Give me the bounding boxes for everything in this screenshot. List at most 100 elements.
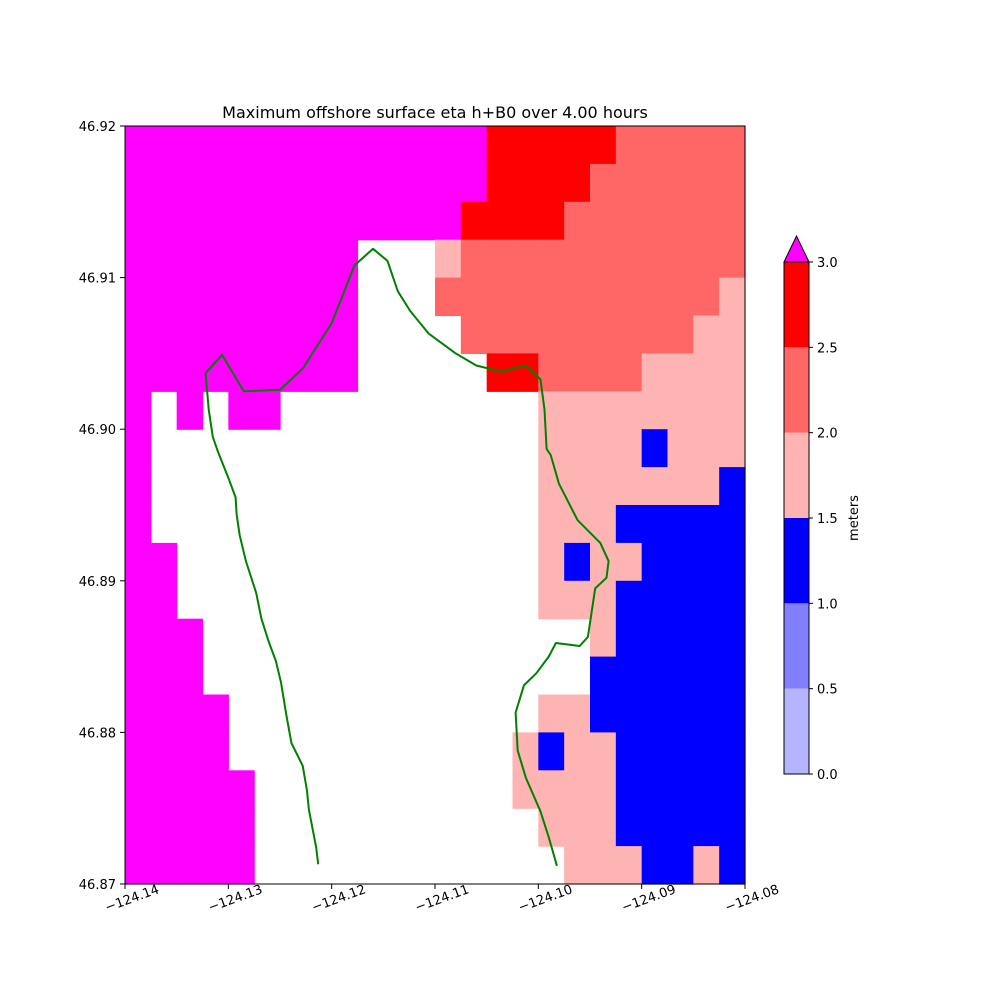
heatmap-cell [125, 770, 152, 809]
heatmap-cell [150, 656, 178, 696]
heatmap-cell [150, 618, 178, 658]
heatmap-cell [305, 201, 333, 241]
heatmap-cell [641, 846, 669, 885]
heatmap-cell [667, 808, 694, 847]
heatmap-cell [150, 770, 178, 809]
heatmap-cell [150, 542, 178, 582]
heatmap-cell [615, 126, 643, 165]
heatmap-cell [486, 201, 514, 241]
heatmap-cell [693, 467, 720, 506]
colorbar-bin [784, 262, 809, 348]
heatmap-cell [435, 201, 462, 241]
heatmap-cell [615, 163, 643, 203]
colorbar-tick-label: 0.5 [817, 683, 838, 698]
heatmap-cell [125, 429, 152, 468]
heatmap-cell [719, 580, 746, 620]
heatmap-cell [125, 277, 152, 317]
heatmap-cell [305, 277, 333, 317]
heatmap-cell [202, 732, 229, 771]
heatmap-cell [719, 429, 746, 468]
heatmap-cell [176, 126, 204, 165]
heatmap-cell [512, 201, 539, 241]
heatmap-cell [538, 808, 565, 847]
x-tick-label: −124.13 [207, 882, 265, 915]
heatmap-cell [693, 201, 720, 241]
colorbar-bin [784, 603, 809, 689]
heatmap-cell [383, 126, 410, 165]
heatmap-cell [667, 163, 694, 203]
heatmap-cell [176, 732, 204, 771]
heatmap-cell [125, 542, 152, 582]
heatmap-cell [176, 201, 204, 241]
heatmap-cell [667, 505, 694, 544]
heatmap-cell [176, 618, 204, 658]
colorbar-tick-label: 0.0 [817, 768, 838, 783]
heatmap-cell [254, 201, 281, 241]
heatmap-cell [125, 126, 152, 165]
colorbar-bin [784, 347, 809, 433]
heatmap-cell [486, 315, 514, 354]
heatmap-cell [564, 315, 591, 354]
colorbar-tick-label: 2.5 [817, 341, 838, 356]
heatmap-cell [590, 618, 617, 658]
heatmap-cell [228, 808, 255, 847]
heatmap-cell [228, 277, 255, 317]
heatmap-cell [641, 277, 669, 317]
heatmap-cell [590, 846, 617, 885]
heatmap-cell [125, 694, 152, 733]
colorbar-bin [784, 518, 809, 604]
heatmap-cell [280, 277, 307, 317]
heatmap-cell [641, 353, 669, 392]
heatmap-cell [305, 353, 333, 392]
heatmap-cell [435, 277, 462, 317]
heatmap-cell [280, 239, 307, 279]
heatmap-cell [615, 656, 643, 696]
heatmap-cell [538, 580, 565, 620]
heatmap-cell [564, 846, 591, 885]
heatmap-cell [150, 808, 178, 847]
colorbar-tick-label: 2.0 [817, 427, 838, 442]
x-tick-label: −124.11 [413, 882, 471, 915]
heatmap-cell [590, 277, 617, 317]
heatmap-cell [538, 542, 565, 582]
heatmap-cell [331, 239, 359, 279]
heatmap-cell [564, 505, 591, 544]
heatmap-cell [125, 201, 152, 241]
colorbar-extend-arrow [783, 234, 810, 263]
heatmap-cell [615, 391, 643, 430]
heatmap-cell [150, 126, 178, 165]
coastline [204, 247, 610, 867]
heatmap-cell [125, 353, 152, 392]
colorbar-label: meters [847, 495, 862, 541]
heatmap-cell [590, 694, 617, 733]
heatmap-cell [719, 315, 746, 354]
heatmap-cell [202, 770, 229, 809]
heatmap-cell [719, 201, 746, 241]
heatmap-cell [719, 732, 746, 771]
heatmap-cell [254, 353, 281, 392]
heatmap-cell [615, 846, 643, 885]
heatmap-cell [150, 163, 178, 203]
heatmap-cell [693, 694, 720, 733]
heatmap-cell [383, 163, 410, 203]
heatmap-cell [667, 353, 694, 392]
heatmap-cell [538, 126, 565, 165]
heatmap-cell [512, 315, 539, 354]
heatmap-cell [176, 277, 204, 317]
heatmap-cell [460, 163, 488, 203]
heatmap-cell [280, 315, 307, 354]
heatmap-cell [486, 163, 514, 203]
colorbar-bin [784, 688, 809, 774]
heatmap-cell [667, 846, 694, 885]
heatmap-cell [538, 201, 565, 241]
heatmap-cell [538, 694, 565, 733]
heatmap-cell [641, 391, 669, 430]
heatmap-cell [538, 429, 565, 468]
heatmap-cell [460, 201, 488, 241]
heatmap-cell [409, 163, 436, 203]
heatmap-cell [125, 846, 152, 885]
heatmap-cell [667, 732, 694, 771]
heatmap-cell [719, 467, 746, 506]
heatmap-cell [667, 277, 694, 317]
heatmap-cell [486, 239, 514, 279]
